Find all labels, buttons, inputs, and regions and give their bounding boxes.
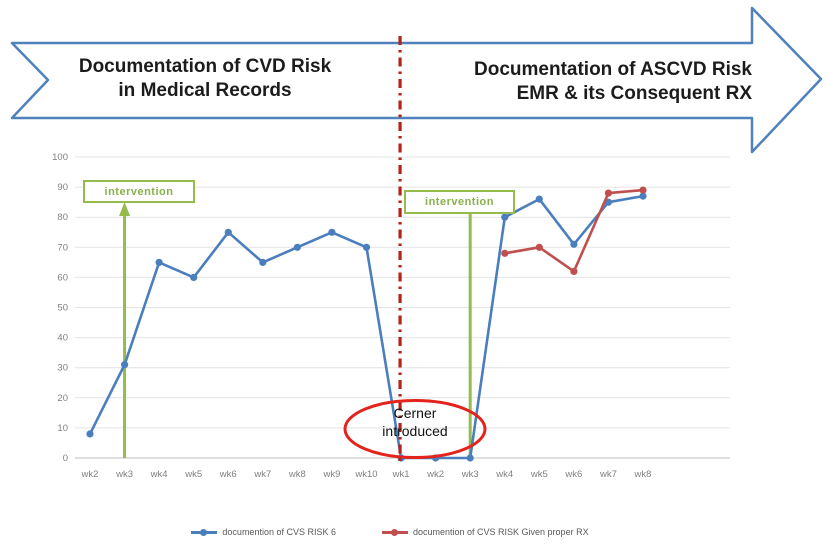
x-tick-label: wk2 bbox=[426, 469, 444, 480]
data-point bbox=[328, 228, 336, 236]
data-point bbox=[535, 243, 543, 251]
x-tick-label: wk5 bbox=[184, 469, 202, 480]
x-tick-label: wk7 bbox=[599, 469, 617, 480]
y-tick-label: 60 bbox=[57, 272, 68, 283]
y-tick-label: 70 bbox=[57, 242, 68, 253]
series-line-1 bbox=[504, 188, 644, 273]
data-point bbox=[501, 249, 509, 257]
legend-item-series-0: documention of CVS RISK 6 bbox=[191, 527, 336, 537]
legend-line-marker-red bbox=[381, 528, 408, 536]
data-point bbox=[604, 189, 613, 197]
intervention-arrowhead-left bbox=[119, 202, 131, 216]
x-tick-label: wk4 bbox=[150, 469, 168, 480]
data-point bbox=[570, 267, 578, 275]
legend-label-series-0: documention of CVS RISK 6 bbox=[222, 527, 336, 537]
intervention-left-text: intervention bbox=[104, 185, 174, 198]
legend-dot-blue bbox=[200, 528, 208, 536]
x-tick-label: wk2 bbox=[81, 469, 99, 480]
cerner-annotation: Cerner introduced bbox=[353, 404, 477, 440]
y-tick-label: 0 bbox=[63, 453, 68, 464]
data-point bbox=[293, 243, 301, 251]
data-point bbox=[362, 243, 371, 251]
y-tick-label: 80 bbox=[57, 212, 68, 223]
data-point bbox=[570, 240, 578, 248]
x-tick-label: wk6 bbox=[564, 469, 582, 480]
intervention-label-left: intervention bbox=[83, 180, 195, 203]
y-tick-label: 50 bbox=[57, 303, 68, 314]
banner-title-right-line1: Documentation of ASCVD Risk bbox=[474, 59, 752, 80]
legend-line-marker-blue bbox=[191, 528, 218, 536]
y-tick-label: 40 bbox=[57, 333, 68, 344]
data-point bbox=[259, 258, 267, 266]
cerner-annotation-line2: introduced bbox=[382, 423, 448, 439]
data-point bbox=[639, 192, 647, 200]
x-tick-label: wk10 bbox=[354, 469, 377, 480]
data-point bbox=[121, 361, 129, 369]
banner-title-right: Documentation of ASCVD Risk EMR & its Co… bbox=[470, 58, 752, 106]
x-tick-label: wk8 bbox=[634, 469, 652, 480]
y-tick-label: 30 bbox=[57, 363, 68, 374]
data-point bbox=[224, 228, 232, 236]
x-tick-label: wk3 bbox=[115, 469, 133, 480]
data-point bbox=[86, 430, 94, 438]
data-point bbox=[639, 186, 647, 194]
legend-label-series-1: documention of CVS RISK Given proper RX bbox=[412, 527, 589, 537]
banner-title-left: Documentation of CVD Risk in Medical Rec… bbox=[78, 55, 332, 103]
x-tick-label: wk6 bbox=[219, 469, 237, 480]
data-point bbox=[501, 213, 509, 221]
x-tick-label: wk4 bbox=[495, 469, 513, 480]
x-tick-label: wk7 bbox=[253, 469, 271, 480]
legend-item-series-1: documention of CVS RISK Given proper RX bbox=[381, 527, 589, 537]
banner-arrow-shape bbox=[10, 6, 823, 154]
x-tick-label: wk8 bbox=[288, 469, 306, 480]
data-point bbox=[466, 454, 474, 462]
y-tick-label: 10 bbox=[57, 423, 68, 434]
y-tick-label: 90 bbox=[57, 182, 68, 193]
y-tick-label: 20 bbox=[57, 393, 68, 404]
data-point bbox=[190, 273, 198, 281]
x-tick-label: wk3 bbox=[461, 469, 479, 480]
cerner-annotation-line1: Cerner bbox=[393, 405, 437, 421]
data-point bbox=[535, 195, 543, 203]
x-tick-label: wk9 bbox=[322, 469, 340, 480]
intervention-label-right: intervention bbox=[404, 190, 515, 214]
y-tick-label: 100 bbox=[52, 152, 68, 163]
data-point bbox=[155, 258, 163, 266]
x-tick-label: wk5 bbox=[530, 469, 548, 480]
intervention-right-text: intervention bbox=[425, 196, 494, 208]
x-tick-label: wk1 bbox=[392, 469, 410, 480]
legend-dot-red bbox=[390, 528, 398, 536]
banner-title-right-line2: EMR & its Consequent RX bbox=[516, 83, 752, 104]
banner-arrow bbox=[10, 6, 823, 154]
banner-title-left-line1: Documentation of CVD Risk bbox=[78, 56, 332, 77]
banner-title-left-line2: in Medical Records bbox=[118, 80, 292, 101]
chart-legend: documention of CVS RISK 6 documention of… bbox=[0, 527, 780, 537]
cerner-ellipse bbox=[343, 399, 487, 459]
